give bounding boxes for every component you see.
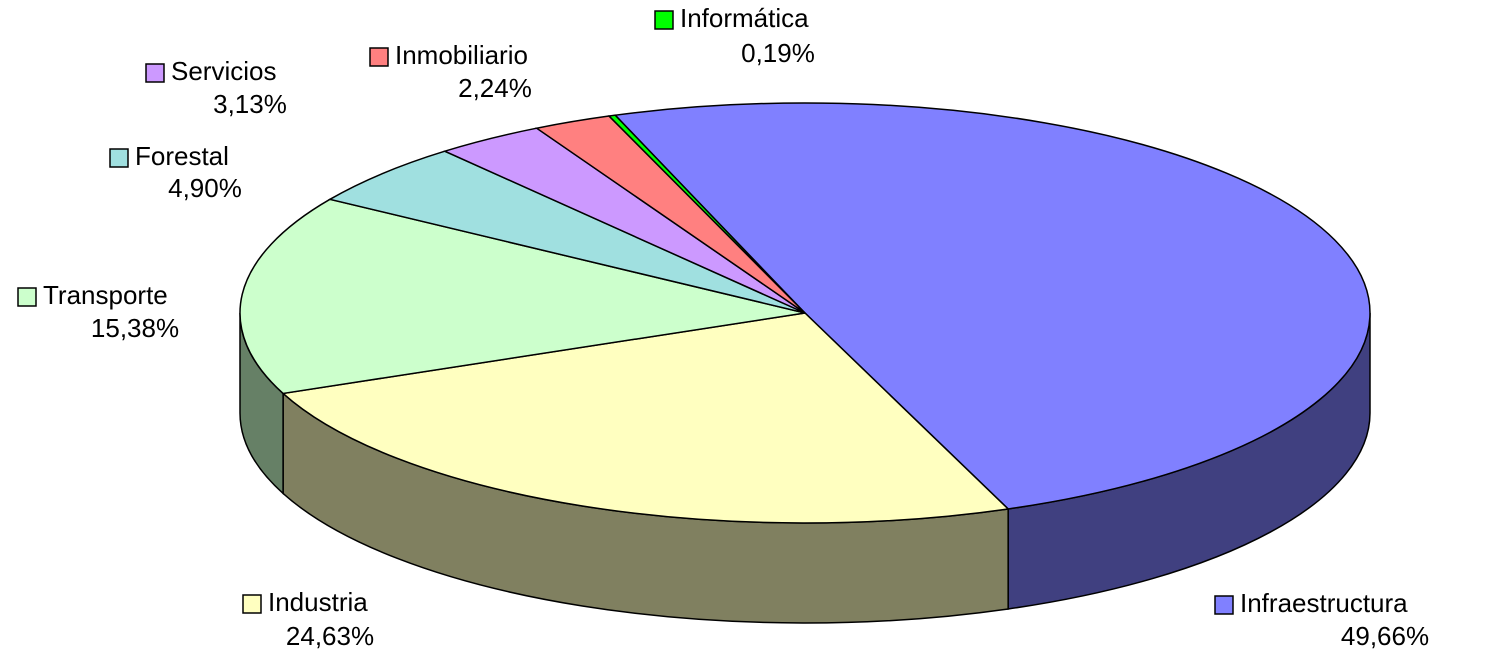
value-label: 15,38%: [91, 313, 179, 343]
legend-swatch: [109, 148, 129, 168]
value-label: 24,63%: [286, 621, 374, 650]
category-label: Industria: [268, 587, 368, 617]
pie-slice: [534, 115, 806, 314]
value-label: 2,24%: [458, 73, 532, 103]
category-label: Servicios: [171, 56, 276, 86]
legend-swatch: [1214, 595, 1234, 615]
category-label: Transporte: [43, 280, 168, 310]
legend-swatch: [17, 287, 37, 307]
category-label: Informática: [680, 3, 809, 33]
category-label: Inmobiliario: [395, 40, 528, 70]
category-label: Forestal: [135, 141, 229, 171]
legend-swatch: [369, 47, 389, 67]
legend-swatch: [654, 10, 674, 30]
category-label: Infraestructura: [1240, 588, 1408, 618]
value-label: 49,66%: [1341, 621, 1429, 650]
pie-slice: [327, 150, 806, 314]
pie-slice: [239, 198, 806, 395]
pie-slice: [613, 102, 1371, 510]
value-label: 3,13%: [213, 89, 287, 119]
legend-swatch: [145, 63, 165, 83]
legend-swatch: [242, 594, 262, 614]
value-label: 0,19%: [741, 38, 815, 68]
value-label: 4,90%: [168, 173, 242, 203]
